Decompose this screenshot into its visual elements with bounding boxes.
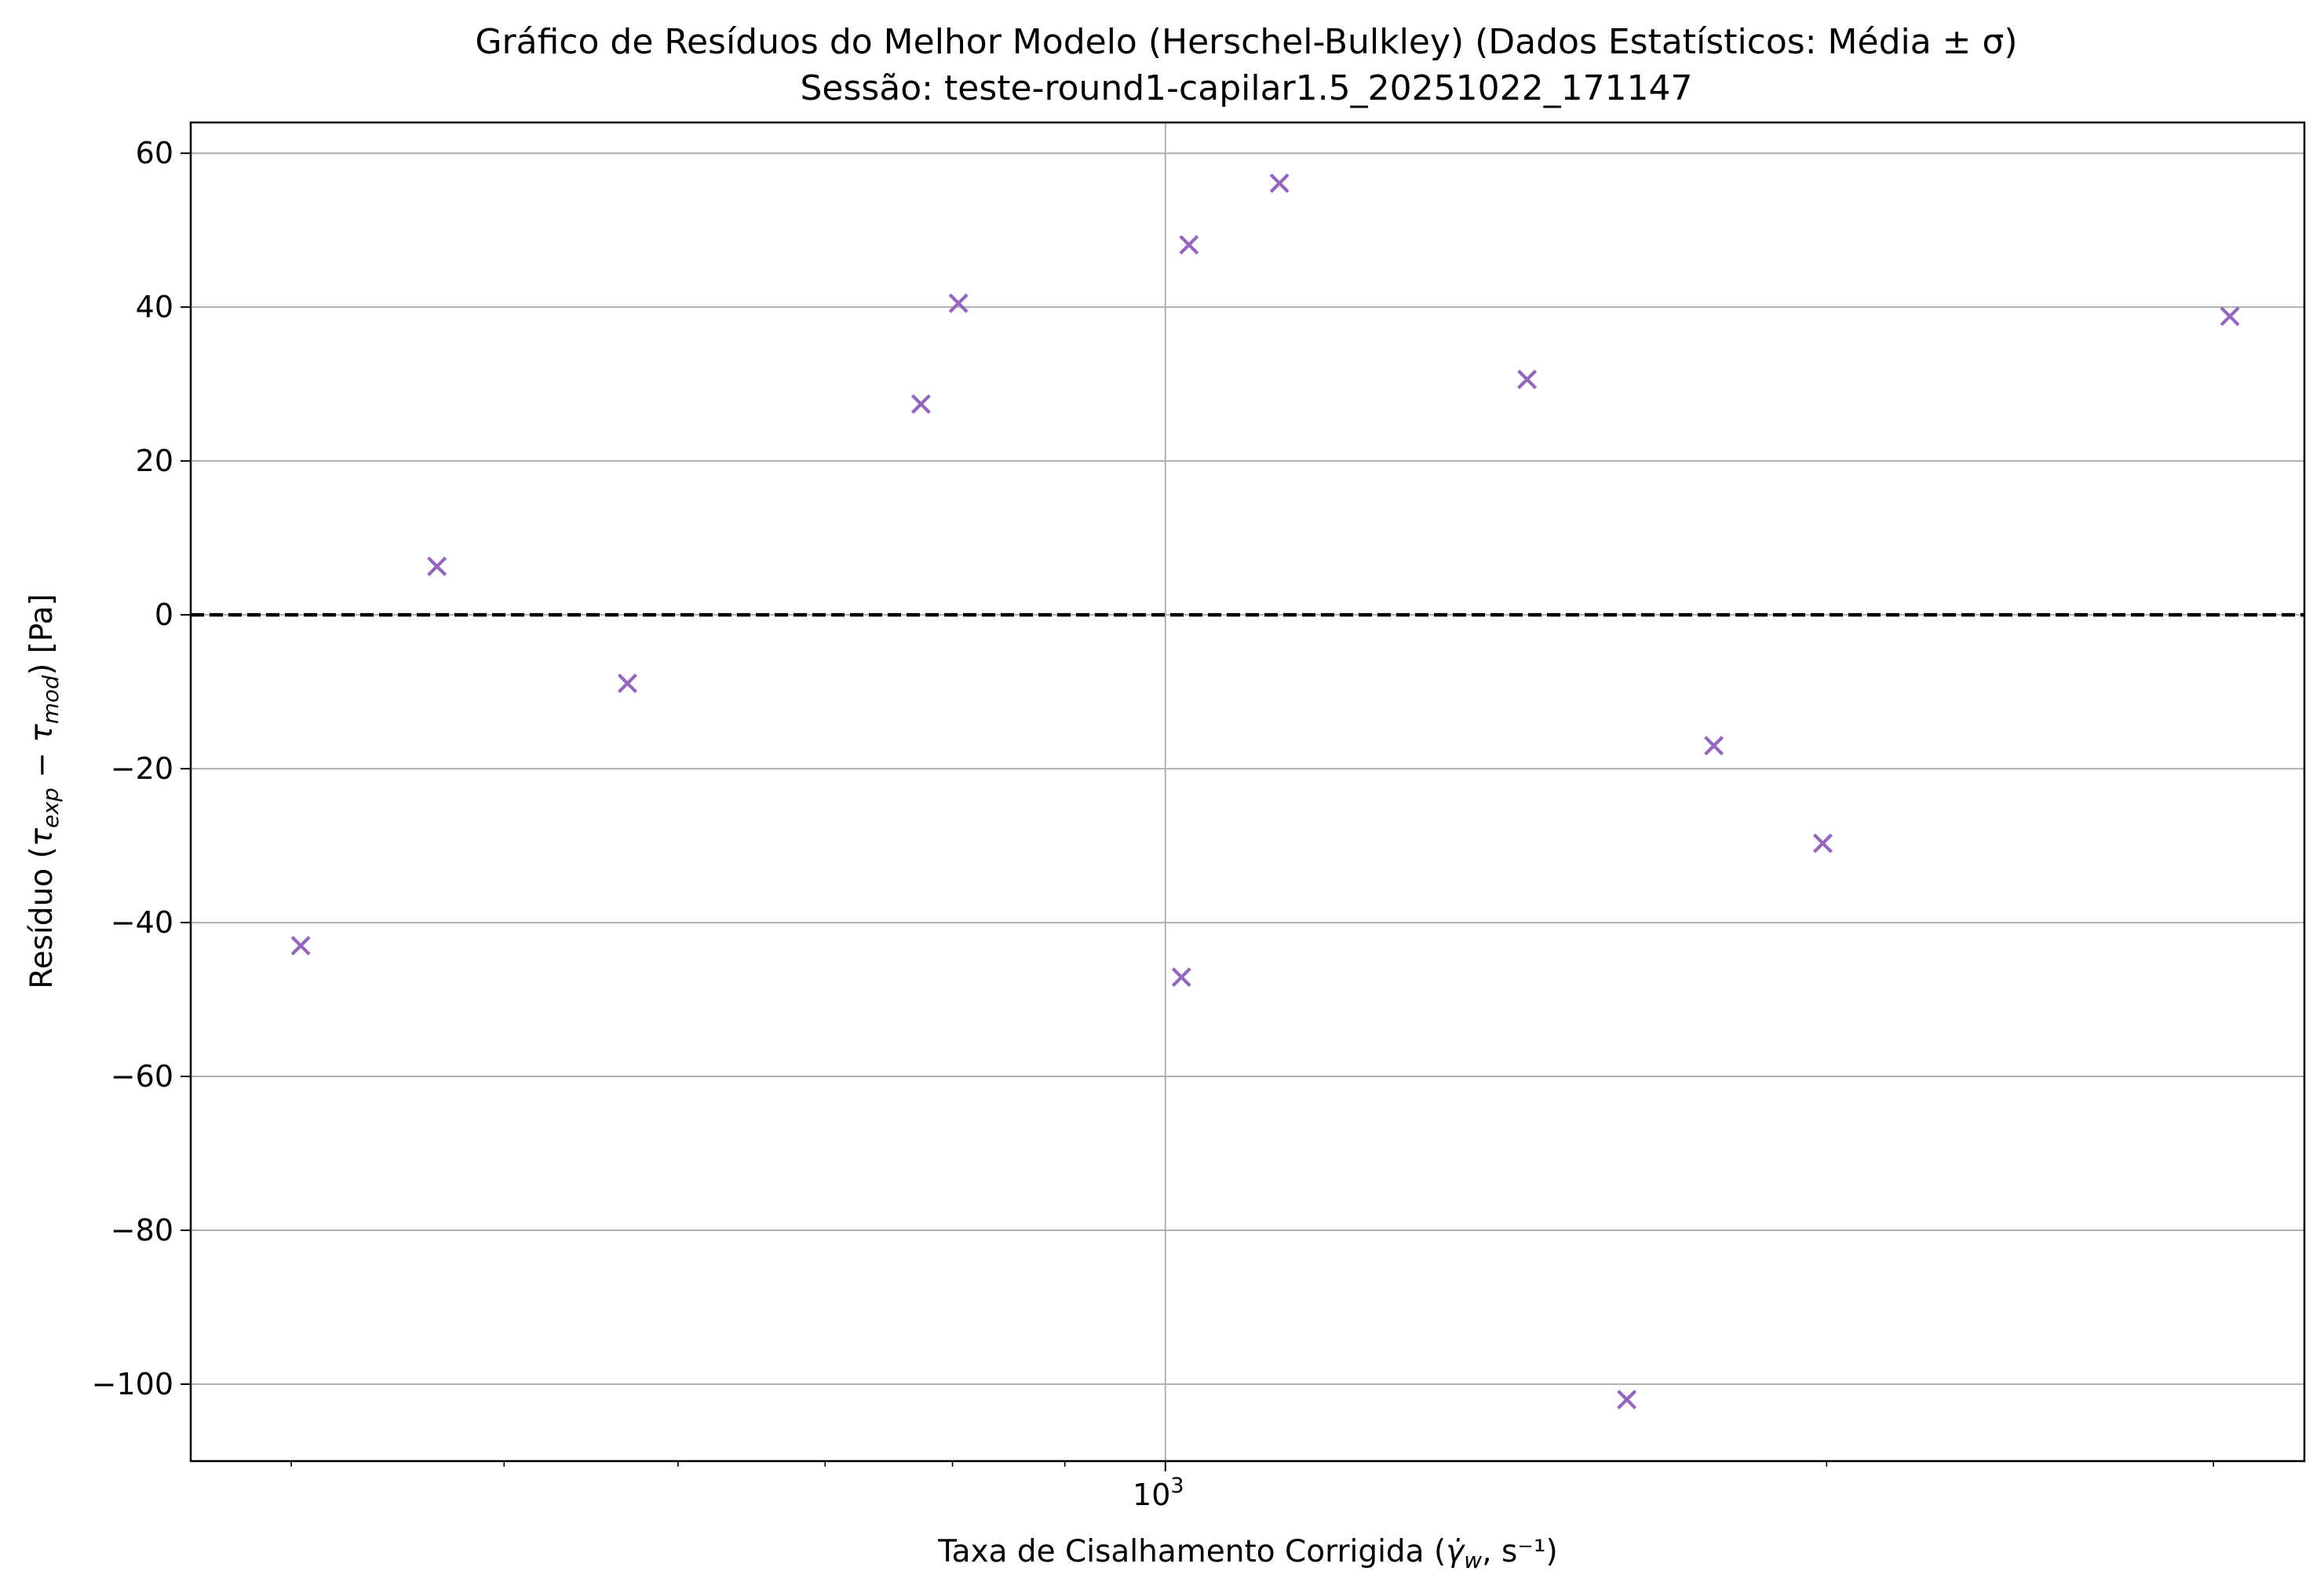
data-point <box>1179 235 1199 255</box>
y-tick-label: −40 <box>111 905 173 940</box>
y-tick-label: 0 <box>155 597 173 632</box>
data-point-stroke <box>948 293 969 313</box>
y-tick-label: 60 <box>136 136 173 170</box>
y-tick-label: −60 <box>111 1059 173 1094</box>
data-point-stroke <box>617 673 637 693</box>
x-axis-ticks: 103 <box>290 1461 2214 1512</box>
data-point-stroke <box>910 394 931 415</box>
data-point <box>910 394 931 415</box>
y-axis-label: Resíduo (τexp − τmod) [Pa] <box>24 594 64 988</box>
data-point <box>1617 1390 1637 1410</box>
x-tick-label-exponent: 3 <box>1170 1474 1184 1498</box>
x-axis-label: Taxa de Cisalhamento Corrigida (γ̇w, s⁻¹… <box>937 1534 1558 1573</box>
data-point <box>290 935 311 955</box>
data-point <box>1704 736 1724 756</box>
data-point-stroke <box>290 935 311 955</box>
data-point-stroke <box>2220 306 2240 327</box>
chart-subtitle: Sessão: teste-round1-capilar1.5_20251022… <box>800 68 1692 108</box>
data-point <box>2220 306 2240 327</box>
y-tick-label: −80 <box>111 1213 173 1248</box>
y-tick-label: −100 <box>92 1367 173 1401</box>
data-point-stroke <box>427 556 447 576</box>
plot-frame <box>189 121 2306 1463</box>
data-point <box>617 673 637 693</box>
data-point-stroke <box>1269 173 1290 193</box>
data-point <box>427 556 447 576</box>
data-point <box>1812 833 1833 853</box>
data-point-stroke <box>1171 967 1191 988</box>
chart-title: Gráfico de Resíduos do Melhor Modelo (He… <box>475 22 2017 62</box>
data-point-stroke <box>1812 833 1833 853</box>
x-tick-label: 103 <box>1133 1474 1184 1512</box>
data-point-stroke <box>1517 369 1538 389</box>
y-tick-label: 40 <box>136 290 173 324</box>
data-point <box>1517 369 1538 389</box>
data-point <box>948 293 969 313</box>
y-tick-label: −20 <box>111 751 173 786</box>
y-axis-ticks: 60 40 20 0 −20 −40 −60 −80 −100 <box>92 136 191 1401</box>
data-point-stroke <box>1704 736 1724 756</box>
data-point <box>1171 967 1191 988</box>
data-points <box>290 173 2240 1410</box>
data-point-stroke <box>1617 1390 1637 1410</box>
data-point <box>1269 173 1290 193</box>
x-tick-label-base: 10 <box>1133 1478 1170 1512</box>
y-tick-label: 20 <box>136 444 173 478</box>
data-point-stroke <box>1179 235 1199 255</box>
